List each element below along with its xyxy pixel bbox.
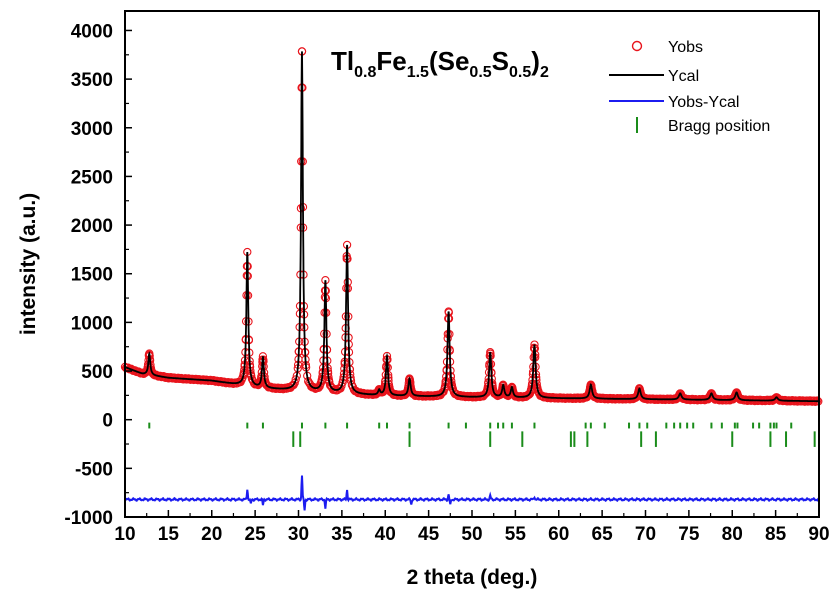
x-tick-label: 70 — [635, 524, 656, 545]
legend-ycal-label: Ycal — [668, 68, 699, 85]
x-tick-label: 85 — [765, 524, 787, 545]
y-tick-label: 3000 — [71, 119, 113, 140]
title-subscript: 0.8 — [354, 64, 376, 81]
y-tick-label: 4000 — [71, 21, 113, 42]
yobs-point — [386, 387, 396, 397]
x-tick-label: 35 — [331, 524, 353, 545]
title-subscript: 0.5 — [469, 64, 491, 81]
x-axis-title: 2 theta (deg.) — [407, 566, 538, 589]
y-tick-label: -1000 — [64, 508, 113, 529]
x-tick-label: 40 — [375, 524, 396, 545]
x-tick-label: 45 — [418, 524, 440, 545]
legend-bragg-label: Bragg position — [668, 118, 770, 135]
yobs-point — [639, 393, 648, 402]
legend-diff-label: Yobs-Ycal — [668, 94, 739, 111]
yobs-point — [409, 390, 418, 399]
title-part: (Se — [429, 46, 469, 76]
x-tick-label: 60 — [548, 524, 569, 545]
y-tick-label: 500 — [81, 362, 113, 383]
yobs-point — [291, 375, 300, 384]
x-tick-label: 65 — [592, 524, 614, 545]
plot-frame — [124, 10, 820, 518]
title-subscript: 2 — [540, 64, 549, 81]
title-part: ) — [531, 46, 540, 76]
yobs-point — [290, 378, 299, 388]
title-subscript: 0.5 — [509, 64, 531, 81]
y-tick-label: 2000 — [71, 216, 113, 237]
x-tick-label: 80 — [722, 524, 743, 545]
y-tick-label: -500 — [75, 459, 113, 480]
title-part: Tl — [331, 46, 354, 76]
x-tick-label: 25 — [245, 524, 267, 545]
bragg-row2-group — [292, 431, 816, 447]
yobs-point — [149, 369, 158, 379]
y-tick-label: 0 — [102, 411, 113, 432]
ycal-series-line — [124, 51, 819, 403]
title-part: S — [492, 46, 509, 76]
x-tick-label: 75 — [678, 524, 700, 545]
yobs-point — [534, 387, 543, 397]
legend-yobs-marker — [631, 40, 643, 52]
bragg-row1-group — [148, 422, 793, 429]
y-ticks-group: -1000 -500 0 500 1000 1500 2000 2500 3000 3500 400… — [64, 21, 132, 529]
x-tick-label: 55 — [505, 524, 527, 545]
yobs-point — [590, 392, 599, 402]
y-axis-title: intensity (a.u.) — [17, 193, 40, 335]
x-tick-label: 90 — [808, 524, 829, 545]
y-tick-label: 2500 — [71, 167, 113, 188]
x-tick-label: 20 — [201, 524, 222, 545]
legend-yobs-label: Yobs — [668, 39, 703, 56]
y-tick-label: 1500 — [71, 265, 113, 286]
title-subscript: 1.5 — [407, 64, 429, 81]
title-part: Fe — [376, 46, 406, 76]
y-tick-label: 1000 — [71, 313, 113, 334]
chart-title: Tl0.8Fe1.5(Se0.5S0.5)2 — [331, 46, 549, 81]
x-tick-label: 50 — [461, 524, 482, 545]
y-tick-label: 3500 — [71, 70, 113, 91]
difference-series-line — [124, 475, 820, 511]
x-tick-label: 15 — [158, 524, 180, 545]
x-tick-label: 30 — [288, 524, 309, 545]
x-tick-label: 10 — [114, 524, 135, 545]
x-ticks-group: 10 15 20 25 30 35 40 45 50 55 60 65 70 75 80 85 90 — [114, 510, 830, 545]
legend: Yobs Ycal Yobs-Ycal Bragg position — [609, 39, 770, 135]
yobs-point — [262, 381, 271, 390]
